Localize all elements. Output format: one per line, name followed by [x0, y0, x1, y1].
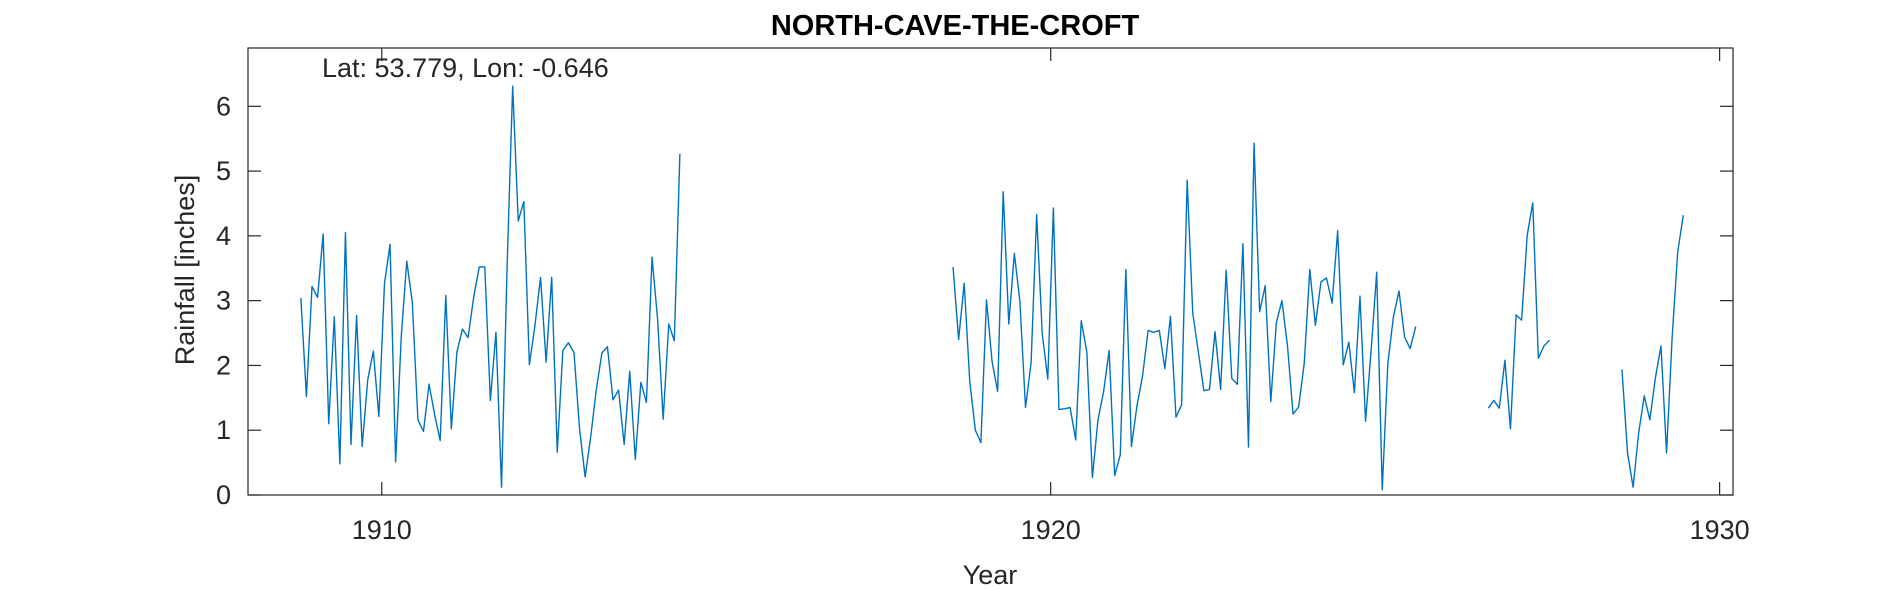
plot-area-frame	[247, 47, 1734, 496]
chart-title: NORTH-CAVE-THE-CROFT	[771, 10, 1140, 42]
rainfall-line-segment-2	[952, 142, 1417, 491]
rainfall-series	[300, 85, 1684, 491]
axis-ticks: 1910 1920 1930 0 1 2 3 4 5 6	[216, 48, 1750, 545]
y-tick-label: 5	[216, 156, 231, 186]
rainfall-line-segment-3	[1487, 202, 1550, 430]
y-tick-label: 0	[216, 480, 231, 510]
y-tick-label: 4	[216, 221, 231, 251]
y-tick-label: 2	[216, 350, 231, 380]
x-tick-label: 1920	[1021, 515, 1081, 545]
rainfall-line-segment-1	[300, 85, 681, 488]
rainfall-line-segment-4	[1621, 215, 1684, 488]
x-tick-label: 1930	[1690, 515, 1750, 545]
y-tick-label: 3	[216, 286, 231, 316]
y-tick-label: 1	[216, 415, 231, 445]
y-axis-label: Rainfall [inches]	[170, 175, 200, 366]
x-tick-label: 1910	[352, 515, 412, 545]
axes-box	[247, 47, 1734, 496]
y-tick-label: 6	[216, 91, 231, 121]
lat-lon-annotation: Lat: 53.779, Lon: -0.646	[322, 53, 609, 83]
x-axis-label: Year	[963, 560, 1018, 590]
